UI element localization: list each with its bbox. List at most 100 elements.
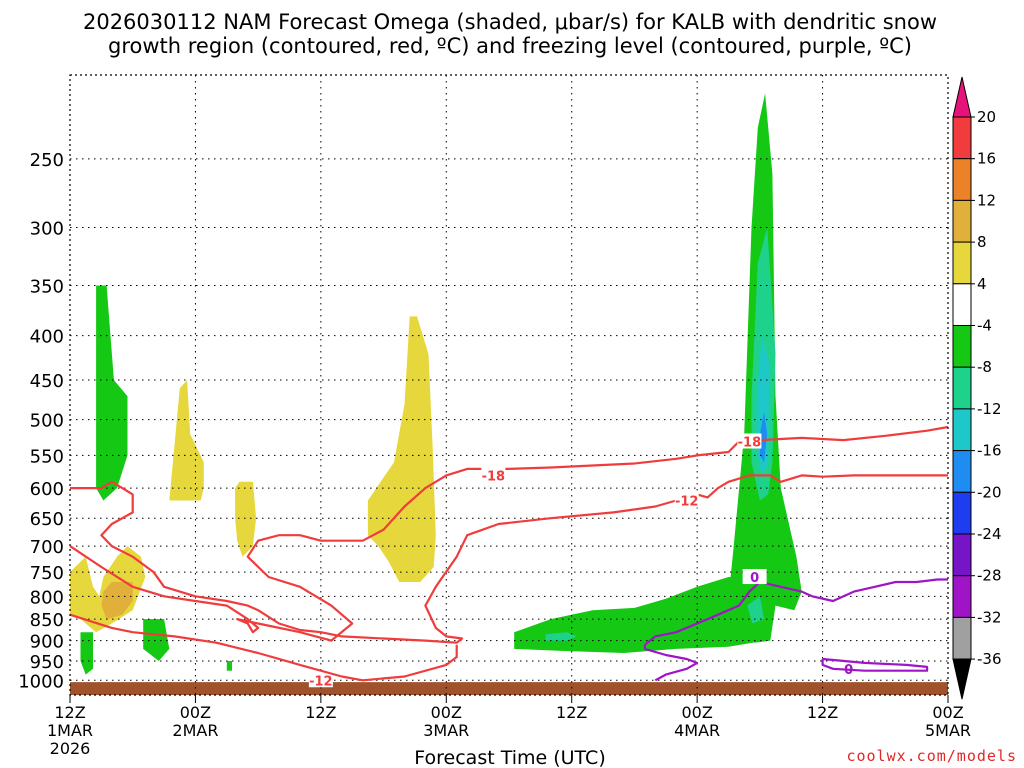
plot-frame <box>69 74 949 696</box>
x-tick-label: 12Z <box>305 703 336 722</box>
colorbar-swatch-12 <box>952 616 972 660</box>
colorbar-label: -20 <box>977 483 1002 501</box>
contour-freezing-4 <box>643 644 699 682</box>
chart-title-line-1: 2026030112 NAM Forecast Omega (shaded, μ… <box>83 10 937 34</box>
y-tick-label: 300 <box>30 218 64 239</box>
y-tick-label: 1000 <box>18 671 64 692</box>
grid-layer <box>70 75 948 695</box>
y-tick-label: 400 <box>30 327 64 348</box>
x-tick-date: 3MAR <box>423 721 469 740</box>
y-tick-label: 900 <box>30 632 64 653</box>
colorbar-swatch-9 <box>952 491 972 535</box>
omega-region-1 <box>80 632 93 675</box>
contour-label: -12 <box>309 674 333 689</box>
x-tick-date: 4MAR <box>674 721 720 740</box>
y-tick-label: 600 <box>30 479 64 500</box>
chart-title-line-2: growth region (contoured, red, ºC) and f… <box>108 34 912 58</box>
y-tick-label: 250 <box>30 150 64 171</box>
colorbar-label: -4 <box>977 317 992 335</box>
contour-label: -12 <box>675 494 699 509</box>
y-tick-label: 550 <box>30 446 64 467</box>
colorbar-label: -36 <box>977 650 1002 668</box>
omega-region-3 <box>226 661 232 671</box>
colorbar-label: 20 <box>977 108 996 126</box>
omega-region-9 <box>759 412 768 463</box>
omega-region-12 <box>101 582 133 620</box>
omega-region-15 <box>367 316 436 582</box>
x-tick-label: 12Z <box>807 703 838 722</box>
colorbar-label: 8 <box>977 233 987 251</box>
y-axis: 2503003504004505005506006507007508008509… <box>18 150 64 692</box>
omega-region-7 <box>545 632 577 641</box>
y-tick-label: 850 <box>30 610 64 631</box>
colorbar-label: 4 <box>977 275 987 293</box>
y-tick-label: 700 <box>30 537 64 558</box>
contour-label: -18 <box>738 435 762 450</box>
colorbar-label: -16 <box>977 442 1002 460</box>
x-axis-title: Forecast Time (UTC) <box>414 747 605 768</box>
y-tick-label: 450 <box>30 371 64 392</box>
y-tick-label: 950 <box>30 652 64 673</box>
x-tick-label: 00Z <box>932 703 963 722</box>
y-tick-label: 350 <box>30 276 64 297</box>
contour-label: 0 <box>750 571 759 586</box>
contour-freezing-3 <box>644 578 948 646</box>
frame-layer <box>69 74 949 696</box>
omega-region-10 <box>747 596 764 624</box>
watermark: coolwx.com/models <box>846 747 1017 765</box>
colorbar-label: -28 <box>977 567 1002 585</box>
colorbar-swatch-10 <box>952 533 972 577</box>
x-tick-label: 12Z <box>556 703 587 722</box>
x-tick-date: 5MAR <box>925 721 971 740</box>
colorbar-label: -24 <box>977 525 1002 543</box>
colorbar-label: -12 <box>977 400 1002 418</box>
x-tick-label: 00Z <box>180 703 211 722</box>
colorbar-swatch-0 <box>952 116 972 160</box>
omega-region-0 <box>96 285 128 501</box>
omega-region-14 <box>235 481 257 557</box>
colorbar-label: 12 <box>977 191 996 209</box>
colorbar-swatch-6 <box>952 366 972 410</box>
y-tick-label: 500 <box>30 411 64 432</box>
y-tick-label: 650 <box>30 509 64 530</box>
omega-region-4 <box>514 577 766 653</box>
contour-label-bg <box>481 467 506 483</box>
colorbar-swatch-7 <box>952 408 972 452</box>
colorbar: 20 16 12 8 4 -4 -8 -12 -16 -20 -24 -28 -32 -36 <box>952 76 1002 700</box>
colorbar-swatch-11 <box>952 575 972 618</box>
contour-label-bg <box>742 569 767 585</box>
ground-layer <box>70 682 948 695</box>
colorbar-bottom-arrow <box>952 658 972 700</box>
colorbar-swatch-5 <box>952 325 972 368</box>
colorbar-label: -8 <box>977 358 992 376</box>
colorbar-swatch-2 <box>952 199 972 243</box>
colorbar-swatch-4 <box>952 283 972 326</box>
contour-label-bg <box>674 492 699 508</box>
omega-shading-layer <box>70 93 802 675</box>
colorbar-swatch-1 <box>952 158 972 201</box>
x-tick-label: 00Z <box>431 703 462 722</box>
contour-label-bg <box>308 672 333 688</box>
y-tick-label: 800 <box>30 587 64 608</box>
contour-label: -18 <box>482 469 506 484</box>
x-tick-label: 00Z <box>681 703 712 722</box>
x-tick-year: 2026 <box>50 739 91 758</box>
contour-freezing-5 <box>821 657 929 672</box>
contour-temp-0 <box>69 425 949 642</box>
x-tick-date: 1MAR <box>47 721 93 740</box>
colorbar-label: 16 <box>977 150 996 168</box>
omega-region-2 <box>143 619 170 661</box>
ground-strip <box>70 682 948 695</box>
colorbar-swatch-8 <box>952 450 972 493</box>
x-tick-date: 2MAR <box>172 721 218 740</box>
contour-temp-1 <box>70 474 948 644</box>
colorbar-swatch-3 <box>952 241 972 285</box>
colorbar-label: -32 <box>977 608 1002 626</box>
y-tick-label: 750 <box>30 563 64 584</box>
x-tick-label: 12Z <box>54 703 85 722</box>
contour-label-bg <box>836 660 861 676</box>
omega-region-13 <box>169 380 204 501</box>
